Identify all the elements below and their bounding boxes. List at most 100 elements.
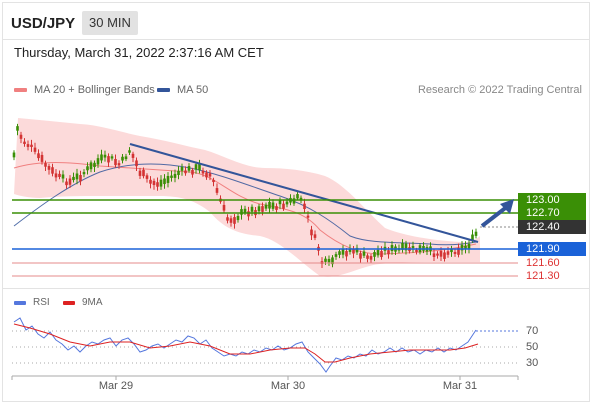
candle-body: [212, 179, 215, 183]
chart-header: USD/JPY 30 MIN: [2, 2, 590, 40]
level-label-122-70: 122.70: [518, 206, 586, 220]
candle-body: [30, 144, 33, 147]
candle-body: [467, 243, 471, 250]
candle-body: [306, 215, 310, 218]
candle-body: [194, 164, 198, 170]
candle-body: [159, 179, 163, 187]
candle-body: [261, 206, 264, 212]
panel-divider: [2, 288, 590, 289]
candle-body: [278, 200, 282, 205]
candle-body: [145, 175, 149, 179]
candle-body: [44, 163, 47, 167]
candle-body: [166, 175, 170, 183]
ma20-line: [13, 162, 477, 255]
candle-body: [376, 249, 380, 256]
9ma-swatch-icon: [63, 300, 75, 305]
candle-body: [299, 197, 303, 201]
ma50-swatch-icon: [157, 88, 170, 92]
candle-body: [51, 167, 54, 174]
candle-body: [33, 147, 37, 152]
candle-body: [464, 245, 467, 250]
candle-body: [131, 153, 135, 158]
candle-body: [121, 156, 124, 161]
candle-body: [26, 144, 30, 147]
candle-body: [443, 252, 446, 259]
candle-body: [275, 206, 278, 210]
currency-pair-title: USD/JPY: [11, 15, 76, 32]
candle-body: [177, 170, 180, 176]
candle-body: [201, 170, 205, 174]
ma50-line: [13, 163, 477, 246]
level-label-121-60: 121.60: [526, 257, 560, 269]
rsi-swatch-icon: [14, 300, 26, 305]
candle-body: [345, 251, 348, 257]
candle-body: [198, 163, 201, 171]
x-label-mar-29: Mar 29: [98, 380, 134, 392]
candle-body: [163, 178, 166, 185]
candle-body: [268, 201, 271, 209]
candle-body: [72, 176, 75, 181]
legend-rsi-label: RSI: [33, 297, 50, 308]
legend-ma20-label: MA 20 + Bollinger Bands: [34, 84, 155, 96]
candle-body: [369, 256, 373, 260]
forecast-arrow: [480, 204, 510, 228]
legend-ma20: MA 20 + Bollinger Bands: [14, 84, 155, 96]
candle-body: [184, 170, 187, 174]
candle-body: [296, 194, 299, 199]
candle-body: [250, 206, 254, 212]
forecast-arrow-head-icon: [500, 199, 514, 214]
legend-9ma: 9MA: [63, 297, 103, 308]
rsi-tick-30: 30: [526, 357, 539, 369]
rsi-9ma-line: [13, 323, 479, 363]
candle-body: [114, 158, 117, 166]
ma20-swatch-icon: [14, 88, 27, 92]
candle-body: [432, 253, 436, 257]
candle-body: [135, 160, 138, 167]
candle-body: [82, 172, 86, 175]
x-label-mar-31: Mar 31: [442, 380, 478, 392]
candle-body: [215, 188, 219, 193]
candle-body: [271, 202, 275, 209]
candle-body: [359, 253, 362, 259]
candle-body: [324, 258, 327, 262]
candle-body: [173, 173, 177, 178]
candle-body: [205, 172, 208, 178]
candle-body: [149, 179, 152, 184]
x-label-mar-30: Mar 30: [270, 380, 306, 392]
candle-body: [89, 162, 93, 170]
candle-body: [16, 126, 19, 131]
candle-body: [362, 251, 366, 256]
candle-body: [401, 242, 404, 250]
candle-body: [334, 254, 338, 257]
candle-body: [142, 169, 145, 177]
candle-body: [12, 152, 16, 158]
candle-body: [124, 156, 128, 160]
candle-body: [313, 234, 317, 238]
timeframe-badge[interactable]: 30 MIN: [82, 11, 138, 35]
candle-body: [257, 206, 261, 212]
candle-body: [264, 204, 268, 209]
candle-body: [93, 162, 96, 168]
level-label-123-00: 123.00: [518, 193, 586, 207]
candle-body: [303, 203, 306, 210]
candle-body: [138, 170, 142, 176]
candle-body: [285, 201, 289, 205]
candle-body: [243, 208, 247, 213]
candle-body: [404, 243, 408, 251]
candle-body: [282, 203, 285, 209]
candle-body: [68, 178, 72, 185]
candle-body: [58, 173, 61, 177]
candle-body: [61, 174, 65, 179]
legend-rsi: RSI: [14, 297, 50, 308]
candle-body: [460, 244, 464, 251]
candle-body: [47, 166, 51, 170]
chart-datetime: Thursday, March 31, 2022 2:37:16 AM CET: [14, 45, 264, 60]
rsi-tick-70: 70: [526, 325, 539, 337]
candle-body: [338, 251, 341, 255]
candle-body: [380, 251, 383, 258]
candle-body: [352, 249, 355, 254]
candle-body: [180, 166, 184, 171]
candle-body: [327, 258, 331, 263]
candle-body: [170, 175, 173, 178]
